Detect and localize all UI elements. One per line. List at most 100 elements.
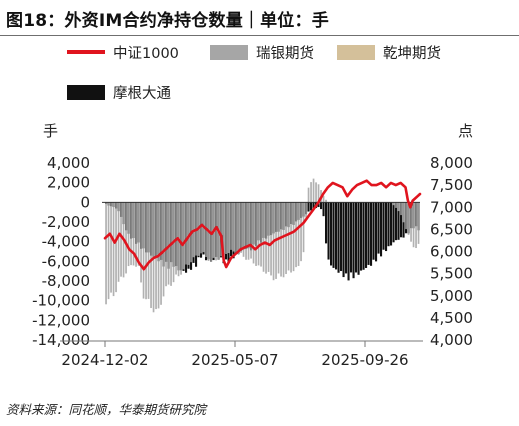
bar-ubs bbox=[137, 202, 140, 266]
legend-item-qiankun: 乾坤期货 bbox=[337, 42, 441, 62]
bar-jpm bbox=[370, 202, 373, 266]
right-axis-tick-label: 6,500 bbox=[430, 220, 473, 238]
bar-ubs bbox=[185, 202, 187, 265]
bar-jpm bbox=[337, 202, 340, 273]
bar-ubs bbox=[252, 202, 255, 264]
bar-ubs bbox=[412, 202, 415, 248]
right-axis-tick-label: 5,000 bbox=[430, 287, 473, 305]
x-axis-tick-label: 2025-05-07 bbox=[191, 351, 278, 369]
bar-ubs bbox=[322, 195, 325, 203]
bar-ubs bbox=[215, 202, 217, 261]
legend-item-ubs: 瑞银期货 bbox=[210, 42, 314, 62]
bar-jpm bbox=[385, 202, 388, 252]
bar-jpm bbox=[357, 202, 360, 275]
bar-ubs bbox=[232, 202, 235, 252]
bar-ubs bbox=[187, 202, 190, 265]
legend-label-ubs: 瑞银期货 bbox=[256, 45, 314, 62]
bar-ubs bbox=[307, 187, 310, 203]
bar-ubs bbox=[142, 202, 145, 299]
left-axis-tick-label: -2,000 bbox=[42, 213, 90, 231]
legend-label-jpm: 摩根大通 bbox=[113, 85, 171, 102]
bar-jpm bbox=[325, 202, 328, 244]
bar-jpm bbox=[345, 202, 348, 274]
bar-jpm bbox=[387, 202, 390, 247]
bar-ubs bbox=[145, 202, 147, 300]
right-axis-tick-label: 5,500 bbox=[430, 265, 473, 283]
bar-ubs bbox=[110, 202, 112, 293]
bar-jpm bbox=[350, 202, 353, 273]
bar-ubs bbox=[287, 202, 290, 271]
bar-ubs bbox=[240, 202, 242, 253]
bar-jpm bbox=[352, 202, 355, 279]
bar-jpm bbox=[330, 202, 333, 266]
bar-jpm bbox=[380, 202, 383, 257]
bar-jpm bbox=[320, 202, 323, 210]
left-axis-tick-label: -6,000 bbox=[42, 252, 90, 270]
bar-jpm bbox=[322, 202, 325, 217]
bar-ubs bbox=[112, 202, 115, 297]
bar-jpm bbox=[310, 202, 313, 211]
bar-ubs bbox=[290, 202, 292, 273]
bar-jpm bbox=[360, 202, 363, 271]
bar-jpm bbox=[382, 202, 385, 250]
x-axis-tick-label: 2024-12-02 bbox=[61, 351, 148, 369]
source-note: 资料来源：同花顺，华泰期货研究院 bbox=[6, 402, 207, 417]
bar-ubs bbox=[407, 202, 410, 235]
bar-jpm bbox=[400, 202, 403, 238]
bar-ubs bbox=[125, 202, 127, 274]
bar-ubs bbox=[312, 178, 315, 203]
bar-ubs bbox=[220, 202, 222, 257]
bar-ubs bbox=[262, 202, 265, 272]
bar-jpm bbox=[367, 202, 370, 265]
x-axis-tick-label: 2025-09-26 bbox=[321, 351, 408, 369]
bar-ubs bbox=[162, 202, 165, 297]
bar-jpm bbox=[355, 202, 358, 273]
bar-jpm bbox=[377, 202, 380, 254]
bar-ubs bbox=[297, 202, 300, 266]
bar-jpm bbox=[392, 202, 395, 243]
bar-ubs bbox=[410, 202, 412, 242]
left-axis-tick-label: -12,000 bbox=[32, 311, 90, 329]
bar-ubs bbox=[230, 202, 232, 250]
left-axis-tick-label: -10,000 bbox=[32, 292, 90, 310]
bar-jpm bbox=[332, 202, 335, 268]
bar-jpm bbox=[307, 202, 310, 212]
legend-item-csi1000: 中证1000 bbox=[67, 42, 179, 62]
legend-swatch-csi1000 bbox=[67, 50, 105, 54]
right-axis-unit: 点 bbox=[458, 122, 474, 140]
bar-jpm bbox=[375, 202, 378, 262]
series-line-csi1000 bbox=[103, 179, 422, 271]
bar-ubs bbox=[225, 202, 227, 254]
bar-ubs bbox=[392, 202, 395, 206]
bar-jpm bbox=[342, 202, 345, 278]
right-axis-tick-label: 6,000 bbox=[430, 243, 473, 261]
right-axis-tick-label: 4,000 bbox=[430, 331, 473, 349]
legend-swatch-jpm bbox=[67, 84, 105, 100]
legend-swatch-ubs bbox=[210, 44, 248, 60]
left-axis-tick-label: 0 bbox=[80, 193, 90, 211]
bar-ubs bbox=[237, 202, 240, 255]
legend-swatch-qiankun bbox=[337, 44, 375, 60]
title-underline bbox=[0, 35, 519, 36]
bar-jpm bbox=[372, 202, 375, 260]
bar-ubs bbox=[165, 202, 167, 287]
bar-ubs bbox=[405, 202, 407, 230]
bar-ubs bbox=[105, 202, 107, 305]
legend-item-jpm: 摩根大通 bbox=[67, 82, 171, 102]
bar-ubs bbox=[257, 202, 260, 266]
bar-ubs bbox=[242, 202, 245, 257]
bar-ubs bbox=[282, 202, 285, 278]
bar-ubs bbox=[292, 202, 295, 272]
bar-jpm bbox=[317, 202, 320, 208]
bar-ubs bbox=[267, 202, 270, 272]
left-axis-tick-label: 4,000 bbox=[47, 154, 90, 172]
right-axis-tick-label: 8,000 bbox=[430, 154, 473, 172]
bar-ubs bbox=[107, 202, 110, 300]
bar-ubs bbox=[265, 202, 267, 274]
bar-ubs bbox=[305, 202, 307, 218]
bar-ubs bbox=[280, 202, 282, 277]
left-axis-tick-label: 2,000 bbox=[47, 174, 90, 192]
bar-ubs bbox=[295, 202, 297, 268]
bar-ubs bbox=[317, 184, 320, 203]
